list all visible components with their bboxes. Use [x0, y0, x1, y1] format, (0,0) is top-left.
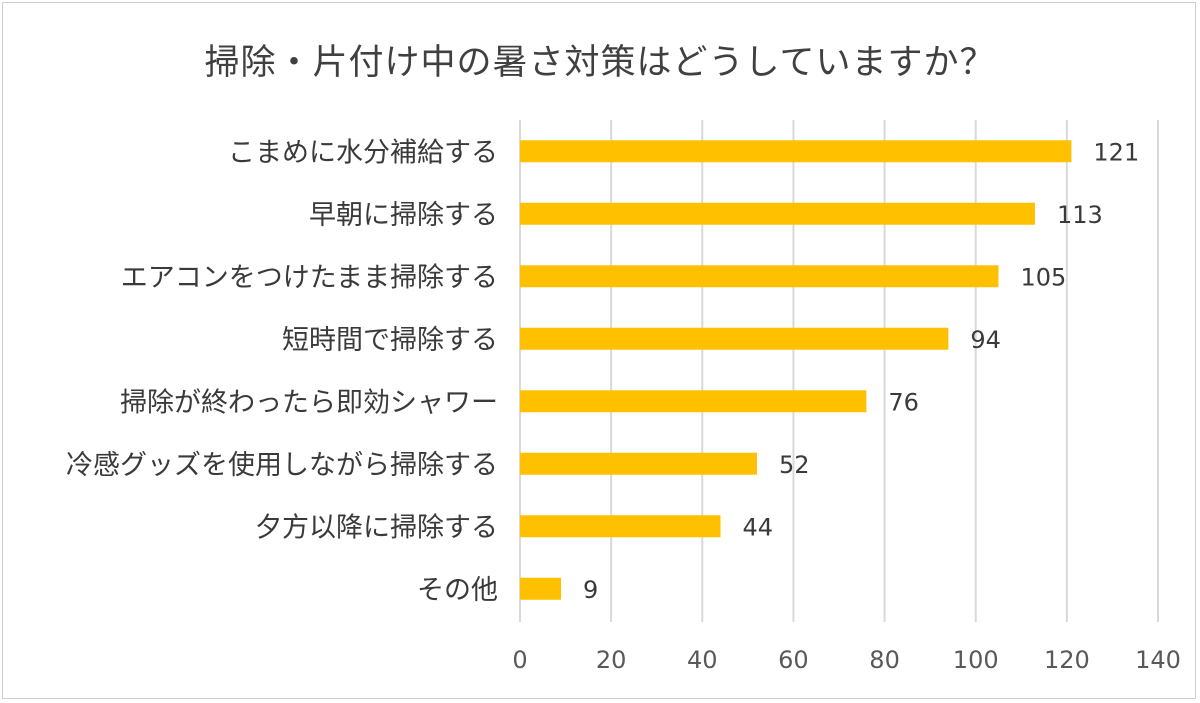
x-tick-label: 140 [1135, 646, 1181, 674]
value-label: 76 [888, 388, 919, 416]
x-tick-label: 120 [1044, 646, 1090, 674]
bar [520, 327, 949, 350]
x-tick-labels: 0 20 40 60 80 100 120 140 [512, 646, 1181, 674]
x-tick-label: 80 [869, 646, 900, 674]
category-label: 掃除が終わったら即効シャワー [120, 387, 498, 418]
category-label: 冷感グッズを使用しながら掃除する [66, 450, 498, 481]
bar [520, 202, 1035, 225]
category-label: その他 [417, 575, 498, 606]
category-labels: こまめに水分補給する早朝に掃除するエアコンをつけたまま掃除する短時間で掃除する掃… [66, 137, 498, 606]
value-label: 113 [1057, 201, 1103, 229]
value-label: 44 [743, 513, 774, 541]
x-tick-label: 100 [953, 646, 999, 674]
grid-lines [519, 120, 1159, 622]
value-label: 52 [779, 451, 810, 479]
bar [520, 265, 999, 288]
bars [520, 140, 1072, 600]
value-label: 9 [583, 576, 598, 604]
value-label: 94 [970, 326, 1001, 354]
value-label: 121 [1093, 138, 1139, 166]
bar [520, 140, 1072, 163]
bar [520, 390, 867, 413]
category-label: 早朝に掃除する [309, 200, 498, 231]
x-tick-label: 40 [687, 646, 718, 674]
x-tick-label: 60 [778, 646, 809, 674]
category-label: 短時間で掃除する [282, 325, 498, 356]
value-labels: 121 113 105 94 76 52 44 9 [583, 138, 1139, 604]
x-tick-label: 20 [596, 646, 627, 674]
category-label: エアコンをつけたまま掃除する [121, 262, 498, 293]
x-tick-label: 0 [512, 646, 527, 674]
chart-title: 掃除・片付け中の暑さ対策はどうしていますか？ [204, 43, 996, 83]
category-label: 夕方以降に掃除する [255, 512, 498, 543]
bar [520, 452, 757, 475]
value-label: 105 [1021, 263, 1067, 291]
category-label: こまめに水分補給する [228, 137, 498, 168]
bar [520, 515, 721, 538]
bar [520, 577, 562, 600]
